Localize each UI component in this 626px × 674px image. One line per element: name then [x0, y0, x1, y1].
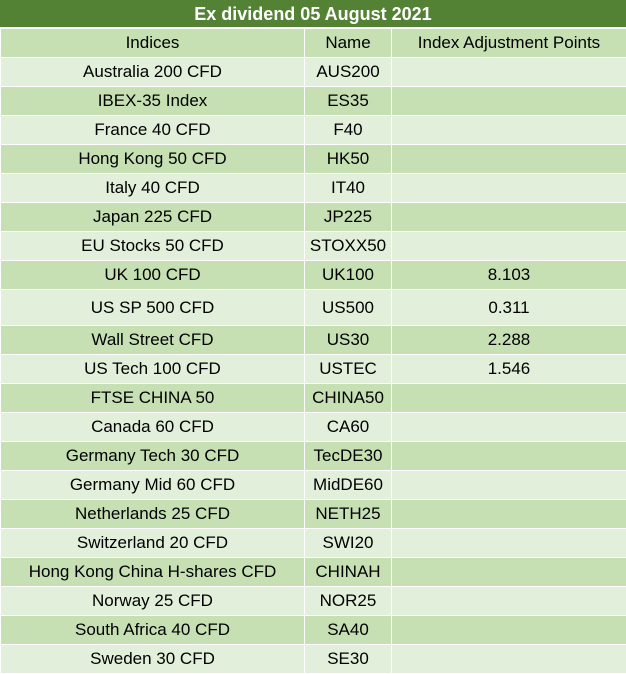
table-row: Germany Tech 30 CFD TecDE30: [0, 441, 626, 471]
points-cell: [391, 86, 626, 116]
index-cell: Australia 200 CFD: [0, 57, 305, 87]
index-cell: Germany Mid 60 CFD: [0, 470, 305, 500]
points-cell: [391, 441, 626, 471]
points-cell: [391, 144, 626, 174]
points-cell: 8.103: [391, 260, 626, 290]
index-cell: Wall Street CFD: [0, 325, 305, 355]
points-cell: [391, 557, 626, 587]
table-row: France 40 CFD F40: [0, 115, 626, 145]
header-adjustment-points: Index Adjustment Points: [391, 28, 626, 58]
points-cell: [391, 586, 626, 616]
index-cell: Hong Kong 50 CFD: [0, 144, 305, 174]
points-cell: [391, 231, 626, 261]
table-row: US Tech 100 CFD USTEC 1.546: [0, 354, 626, 384]
table-row: Japan 225 CFD JP225: [0, 202, 626, 232]
index-cell: UK 100 CFD: [0, 260, 305, 290]
points-cell: [391, 528, 626, 558]
name-cell: TecDE30: [304, 441, 392, 471]
index-cell: Hong Kong China H-shares CFD: [0, 557, 305, 587]
table-row: Netherlands 25 CFD NETH25: [0, 499, 626, 529]
table-row: Norway 25 CFD NOR25: [0, 586, 626, 616]
header-name: Name: [304, 28, 392, 58]
points-cell: [391, 173, 626, 203]
index-cell: IBEX-35 Index: [0, 86, 305, 116]
table-row: Germany Mid 60 CFD MidDE60: [0, 470, 626, 500]
index-cell: France 40 CFD: [0, 115, 305, 145]
points-cell: 2.288: [391, 325, 626, 355]
points-cell: [391, 412, 626, 442]
name-cell: MidDE60: [304, 470, 392, 500]
table-row: Canada 60 CFD CA60: [0, 412, 626, 442]
index-cell: US SP 500 CFD: [0, 289, 305, 326]
points-cell: [391, 499, 626, 529]
name-cell: SE30: [304, 644, 392, 674]
index-cell: US Tech 100 CFD: [0, 354, 305, 384]
index-cell: EU Stocks 50 CFD: [0, 231, 305, 261]
name-cell: CA60: [304, 412, 392, 442]
index-cell: Netherlands 25 CFD: [0, 499, 305, 529]
table-header-row: Indices Name Index Adjustment Points: [0, 28, 626, 58]
table-row: South Africa 40 CFD SA40: [0, 615, 626, 645]
points-cell: [391, 470, 626, 500]
points-cell: [391, 57, 626, 87]
name-cell: SWI20: [304, 528, 392, 558]
table-row: IBEX-35 Index ES35: [0, 86, 626, 116]
index-cell: Germany Tech 30 CFD: [0, 441, 305, 471]
name-cell: ES35: [304, 86, 392, 116]
name-cell: CHINAH: [304, 557, 392, 587]
name-cell: SA40: [304, 615, 392, 645]
name-cell: US500: [304, 289, 392, 326]
name-cell: HK50: [304, 144, 392, 174]
name-cell: F40: [304, 115, 392, 145]
index-adjustment-table: Indices Name Index Adjustment Points Aus…: [0, 28, 626, 674]
name-cell: NOR25: [304, 586, 392, 616]
table-row: Australia 200 CFD AUS200: [0, 57, 626, 87]
index-cell: Norway 25 CFD: [0, 586, 305, 616]
points-cell: [391, 644, 626, 674]
index-cell: Japan 225 CFD: [0, 202, 305, 232]
name-cell: USTEC: [304, 354, 392, 384]
points-cell: 0.311: [391, 289, 626, 326]
name-cell: US30: [304, 325, 392, 355]
table-row: Wall Street CFD US30 2.288: [0, 325, 626, 355]
table-row: EU Stocks 50 CFD STOXX50: [0, 231, 626, 261]
points-cell: [391, 615, 626, 645]
points-cell: [391, 202, 626, 232]
sheet-title: Ex dividend 05 August 2021: [0, 0, 626, 28]
table-row: Switzerland 20 CFD SWI20: [0, 528, 626, 558]
name-cell: AUS200: [304, 57, 392, 87]
table-row: Hong Kong 50 CFD HK50: [0, 144, 626, 174]
name-cell: STOXX50: [304, 231, 392, 261]
name-cell: CHINA50: [304, 383, 392, 413]
index-cell: Switzerland 20 CFD: [0, 528, 305, 558]
name-cell: JP225: [304, 202, 392, 232]
points-cell: 1.546: [391, 354, 626, 384]
name-cell: NETH25: [304, 499, 392, 529]
name-cell: IT40: [304, 173, 392, 203]
table-row: US SP 500 CFD US500 0.311: [0, 289, 626, 326]
table-row: Italy 40 CFD IT40: [0, 173, 626, 203]
name-cell: UK100: [304, 260, 392, 290]
header-indices: Indices: [0, 28, 305, 58]
index-cell: Canada 60 CFD: [0, 412, 305, 442]
table-row: Hong Kong China H-shares CFD CHINAH: [0, 557, 626, 587]
table-row: Sweden 30 CFD SE30: [0, 644, 626, 674]
index-cell: FTSE CHINA 50: [0, 383, 305, 413]
points-cell: [391, 115, 626, 145]
index-cell: Sweden 30 CFD: [0, 644, 305, 674]
index-cell: Italy 40 CFD: [0, 173, 305, 203]
table-row: FTSE CHINA 50 CHINA50: [0, 383, 626, 413]
index-cell: South Africa 40 CFD: [0, 615, 305, 645]
table-row: UK 100 CFD UK100 8.103: [0, 260, 626, 290]
points-cell: [391, 383, 626, 413]
table-body: Australia 200 CFD AUS200 IBEX-35 Index E…: [0, 57, 626, 674]
